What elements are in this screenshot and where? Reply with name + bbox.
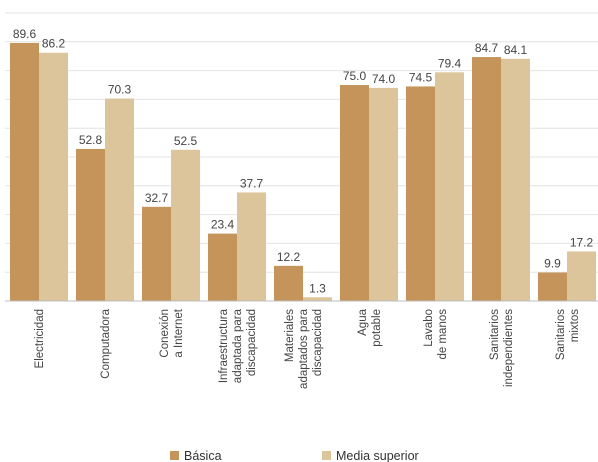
value-label: 32.7 [145,191,169,205]
bar-media-superior [237,192,266,301]
category-label: Infraestructura adaptada para discapacidad [218,308,258,383]
bar-basica [10,42,39,302]
bar-media-superior [303,297,332,301]
bar-basica [406,86,435,301]
category-label: Conexión a Internet [159,308,185,357]
value-label: 89.6 [13,27,37,41]
bar-media-superior [39,52,68,301]
bar-basica [208,233,237,301]
legend: Básica Media superior [170,449,419,462]
value-labels: 89.6 52.8 32.7 23.4 12.2 75.0 74.5 84.7 9.9 86.2 7… [13,27,594,295]
category-label: Agua potable [357,308,383,346]
value-label: 52.8 [79,133,103,147]
bar-media-superior [567,251,596,301]
value-label: 52.5 [174,134,198,148]
value-label: 86.2 [42,37,66,51]
value-label: 74.5 [409,70,433,84]
bar-basica [274,265,303,301]
bar-basica [340,85,369,301]
bars [10,42,596,302]
bar-basica [76,148,105,301]
bar-media-superior [105,98,134,301]
category-labels: Electricidad Computadora Conexión a Interne… [34,308,581,389]
bar-basica [538,272,567,301]
bar-basica [142,206,171,301]
value-label: 75.0 [343,69,367,83]
value-label: 17.2 [570,235,594,249]
value-label: 12.2 [277,250,301,264]
category-label: Electricidad [34,309,46,368]
bar-media-superior [435,72,464,301]
bar-media-superior [171,149,200,301]
category-label: Materiales adaptados para discapacidad [284,308,324,389]
value-label: 23.4 [211,218,235,232]
bar-media-superior [501,58,530,302]
bar-basica [472,57,501,302]
value-label: 1.3 [309,281,326,295]
legend-label: Básica [184,449,222,462]
value-label: 37.7 [240,176,264,190]
legend-swatch [322,451,331,460]
category-label: Sanitarios independientes [489,309,515,387]
legend-swatch [170,451,179,460]
legend-label: Media superior [336,449,419,462]
value-label: 9.9 [544,256,561,270]
value-label: 84.1 [504,43,528,57]
value-label: 74.0 [372,72,396,86]
value-label: 79.4 [438,56,462,70]
bar-media-superior [369,87,398,301]
category-label: Lavabo de manos [423,309,449,360]
category-label: Sanitarios mixtos [555,309,581,360]
value-label: 70.3 [108,83,132,97]
category-label: Computadora [100,308,112,378]
value-label: 84.7 [475,41,499,55]
